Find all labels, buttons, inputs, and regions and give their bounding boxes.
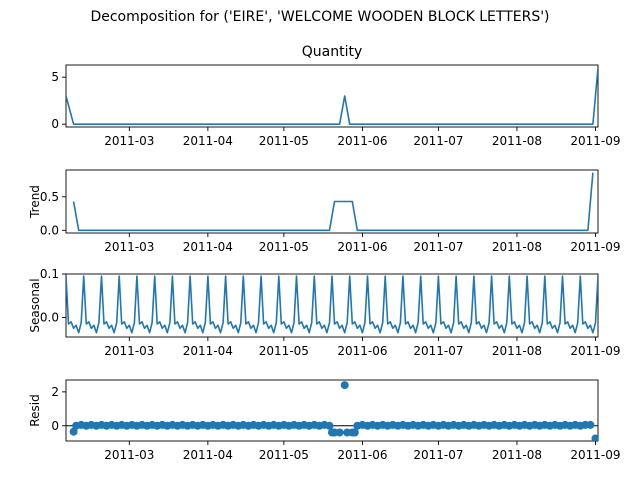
panel-quantity: Quantity 2011-03 2011-04 2011-05 2011-06 2011… xyxy=(51,44,620,148)
x-tick-label-seasonal: 2011-09 xyxy=(570,344,620,358)
panel-ylabel-resid: Resid xyxy=(28,394,42,426)
x-tick-label-seasonal: 2011-08 xyxy=(492,344,542,358)
x-tick-label-trend: 2011-07 xyxy=(413,240,463,254)
x-tick-label-resid: 2011-07 xyxy=(413,448,463,462)
resid-point xyxy=(591,434,598,441)
x-tick-label-seasonal: 2011-07 xyxy=(413,344,463,358)
x-tick-label-resid: 2011-06 xyxy=(337,448,387,462)
x-tick-label-quantity: 2011-03 xyxy=(104,134,154,148)
x-tick-label-seasonal: 2011-06 xyxy=(337,344,387,358)
resid-point xyxy=(335,428,344,437)
x-tick-label-quantity: 2011-07 xyxy=(413,134,463,148)
x-tick-label-quantity: 2011-08 xyxy=(492,134,542,148)
panel-ylabel-trend: Trend xyxy=(28,185,42,219)
x-tick-label-quantity: 2011-06 xyxy=(337,134,387,148)
resid-point xyxy=(350,428,359,437)
decomposition-panels: Quantity 2011-03 2011-04 2011-05 2011-06 2011… xyxy=(28,44,621,462)
panel-seasonal: Seasonal 2011-03 2011-04 2011-05 2011-06 2011… xyxy=(28,267,621,358)
figure-suptitle: Decomposition for ('EIRE', 'WELCOME WOOD… xyxy=(90,9,549,25)
x-tick-label-trend: 2011-05 xyxy=(259,240,309,254)
x-tick-label-resid: 2011-08 xyxy=(492,448,542,462)
y-tick-label-quantity: 5 xyxy=(51,70,59,84)
series-line-trend xyxy=(72,172,594,232)
x-tick-label-seasonal: 2011-05 xyxy=(259,344,309,358)
panel-frame-quantity xyxy=(65,64,599,128)
x-tick-label-trend: 2011-09 xyxy=(570,240,620,254)
y-tick-label-seasonal: 0.0 xyxy=(40,310,59,324)
x-tick-label-resid: 2011-03 xyxy=(104,448,154,462)
y-tick-label-trend: 0.0 xyxy=(40,223,59,237)
x-tick-label-seasonal: 2011-03 xyxy=(104,344,154,358)
resid-point xyxy=(340,381,349,390)
panel-frame-resid xyxy=(65,379,599,442)
x-tick-label-quantity: 2011-05 xyxy=(259,134,309,148)
x-tick-label-seasonal: 2011-04 xyxy=(183,344,233,358)
resid-point xyxy=(586,420,595,429)
series-line-quantity xyxy=(66,67,598,125)
series-line-seasonal xyxy=(66,275,598,334)
panel-frame-trend xyxy=(65,169,599,234)
panel-resid: Resid 2011-03 2011-04 2011-05 2011-06 2011-07… xyxy=(28,379,621,462)
x-tick-label-resid: 2011-04 xyxy=(183,448,233,462)
x-tick-label-quantity: 2011-09 xyxy=(570,134,620,148)
x-tick-label-trend: 2011-08 xyxy=(492,240,542,254)
panel-title-quantity: Quantity xyxy=(302,44,363,60)
x-tick-label-quantity: 2011-04 xyxy=(183,134,233,148)
x-tick-label-resid: 2011-05 xyxy=(259,448,309,462)
x-tick-label-resid: 2011-09 xyxy=(570,448,620,462)
y-tick-label-quantity: 0 xyxy=(51,117,59,131)
y-tick-label-seasonal: 0.1 xyxy=(40,267,59,281)
panel-frame-seasonal xyxy=(65,273,599,338)
y-tick-label-resid: 0 xyxy=(51,419,59,433)
x-tick-label-trend: 2011-04 xyxy=(183,240,233,254)
x-tick-label-trend: 2011-06 xyxy=(337,240,387,254)
resid-point xyxy=(325,421,334,430)
y-tick-label-resid: 2 xyxy=(51,385,59,399)
y-tick-label-trend: 0.5 xyxy=(40,190,59,204)
panel-ylabel-seasonal: Seasonal xyxy=(28,278,42,332)
panel-trend: Trend 2011-03 2011-04 2011-05 2011-06 2011-07… xyxy=(28,169,621,254)
x-tick-label-trend: 2011-03 xyxy=(104,240,154,254)
